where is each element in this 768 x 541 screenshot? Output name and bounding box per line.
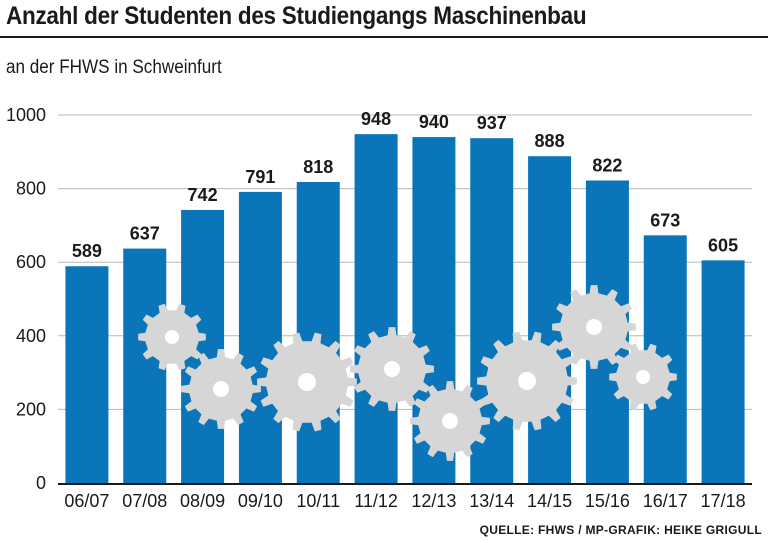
gear-hole xyxy=(384,361,400,377)
x-tick-label: 13/14 xyxy=(469,491,514,511)
data-label: 948 xyxy=(361,109,391,129)
bar xyxy=(701,260,745,483)
x-tick-label: 15/16 xyxy=(585,491,630,511)
y-tick-label: 200 xyxy=(16,399,46,419)
gear-icon xyxy=(350,327,434,411)
bar xyxy=(354,134,398,484)
x-tick-label: 17/18 xyxy=(701,491,746,511)
gear-icon xyxy=(609,343,677,411)
gear-icon xyxy=(138,303,206,371)
title-rule xyxy=(0,36,768,38)
data-label: 822 xyxy=(592,156,622,176)
bar xyxy=(238,191,282,484)
data-label: 791 xyxy=(245,167,275,187)
data-label: 937 xyxy=(477,113,507,133)
x-tick-label: 08/09 xyxy=(180,491,225,511)
data-label: 605 xyxy=(708,235,738,255)
data-label: 589 xyxy=(72,241,102,261)
y-tick-label: 600 xyxy=(16,252,46,272)
data-label: 888 xyxy=(535,131,565,151)
data-label: 637 xyxy=(130,224,160,244)
gear-hole xyxy=(518,372,536,390)
x-tick-label: 09/10 xyxy=(238,491,283,511)
y-tick-label: 0 xyxy=(36,473,46,493)
y-tick-label: 1000 xyxy=(6,105,46,125)
gear-hole xyxy=(586,319,602,335)
data-label: 673 xyxy=(650,210,680,230)
axes: 0 200 400 600 800 1000 06/07 07/08 08/09 09/10 10/… xyxy=(6,105,752,511)
x-tick-label: 07/08 xyxy=(122,491,167,511)
gear-hole xyxy=(442,413,458,429)
data-label: 940 xyxy=(419,112,449,132)
gear-icon xyxy=(477,331,577,431)
x-tick-label: 12/13 xyxy=(411,491,456,511)
x-tick-label: 16/17 xyxy=(643,491,688,511)
gear-hole xyxy=(165,330,179,344)
y-tick-label: 400 xyxy=(16,326,46,346)
gear-icon xyxy=(257,332,357,432)
x-tick-label: 11/12 xyxy=(354,491,398,511)
bar xyxy=(296,181,340,483)
gear-icon xyxy=(181,349,261,429)
x-tick-label: 14/15 xyxy=(527,491,572,511)
data-label: 742 xyxy=(188,185,218,205)
source-credit: QUELLE: FHWS / MP-GRAFIK: HEIKE GRIGULL xyxy=(479,523,762,537)
bar xyxy=(65,266,109,483)
gear-hole xyxy=(298,373,316,391)
data-labels: 589 637 742 791 818 948 940 937 888 822 673 605 xyxy=(72,109,738,261)
y-tick-label: 800 xyxy=(16,179,46,199)
gear-hole xyxy=(636,370,650,384)
gear-hole xyxy=(213,381,229,397)
x-tick-label: 10/11 xyxy=(296,491,340,511)
gear-icon xyxy=(410,381,490,461)
gear-decoration xyxy=(138,285,677,461)
bars xyxy=(65,134,745,484)
chart-title: Anzahl der Studenten des Studiengangs Ma… xyxy=(6,2,587,30)
chart-subtitle: an der FHWS in Schweinfurt xyxy=(6,57,222,78)
gear-icon xyxy=(552,285,636,369)
x-tick-label: 06/07 xyxy=(64,491,109,511)
data-label: 818 xyxy=(303,157,333,177)
